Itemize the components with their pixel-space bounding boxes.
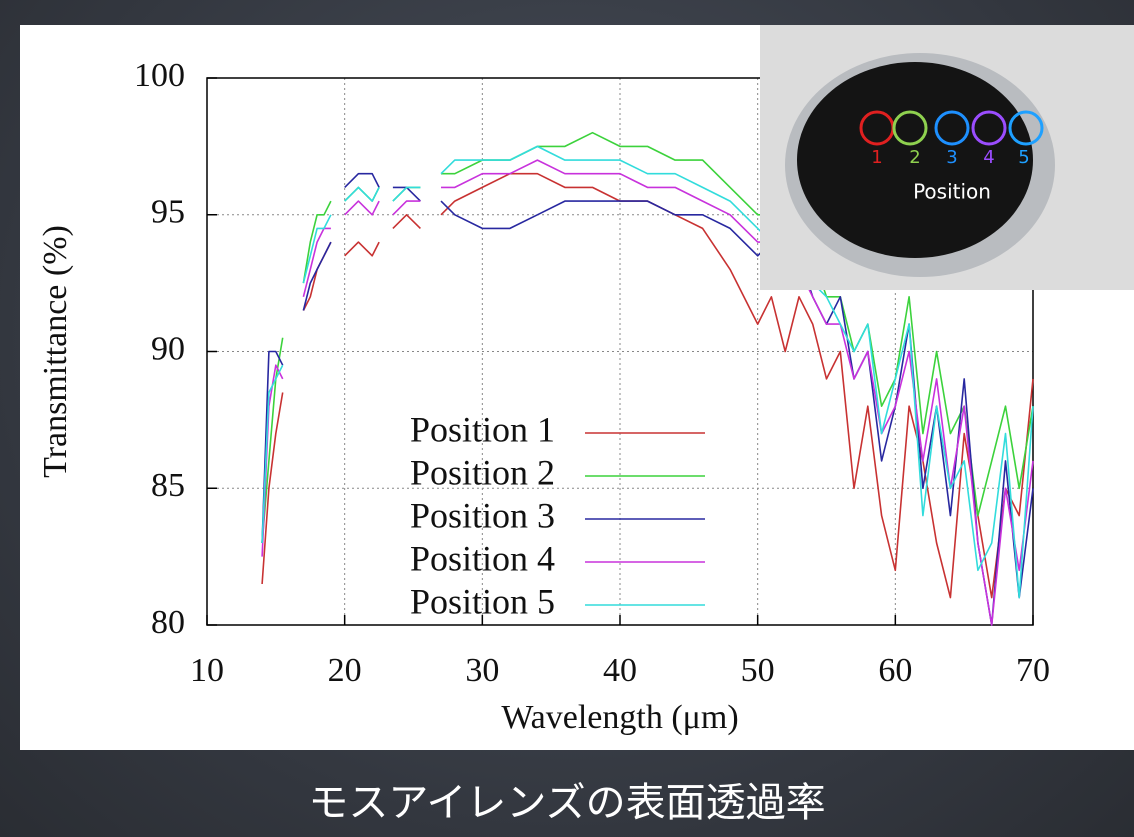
y-axis-label: Transmittance (%) — [37, 225, 74, 478]
position-number: 1 — [871, 147, 882, 168]
x-tick-label: 30 — [465, 652, 499, 689]
slide-caption: モスアイレンズの表面透過率 — [0, 770, 1134, 828]
y-tick-label: 95 — [151, 194, 185, 231]
position-number: 2 — [909, 147, 920, 168]
x-tick-label: 50 — [741, 652, 775, 689]
slide: {"chart_data": { "type": "line", "xlabel… — [0, 0, 1134, 837]
y-tick-label: 80 — [151, 604, 185, 641]
position-label: Position — [913, 180, 991, 204]
x-tick-label: 10 — [190, 652, 224, 689]
position-number: 4 — [983, 147, 994, 168]
y-tick-label: 100 — [134, 57, 185, 94]
legend-label: Position 4 — [410, 538, 555, 578]
legend-label: Position 1 — [410, 409, 555, 449]
x-tick-label: 20 — [328, 652, 362, 689]
x-tick-label: 60 — [878, 652, 912, 689]
x-tick-label: 40 — [603, 652, 637, 689]
y-tick-label: 85 — [151, 467, 185, 504]
position-number: 3 — [946, 147, 957, 168]
inset-photo: 1 2 3 4 5 Position — [760, 25, 1134, 290]
legend-label: Position 5 — [410, 581, 555, 621]
legend-label: Position 2 — [410, 452, 555, 492]
y-tick-label: 90 — [151, 330, 185, 367]
position-number: 5 — [1018, 147, 1029, 168]
x-axis-label: Wavelength (μm) — [501, 699, 738, 736]
legend-label: Position 3 — [410, 495, 555, 535]
x-tick-label: 70 — [1016, 652, 1050, 689]
